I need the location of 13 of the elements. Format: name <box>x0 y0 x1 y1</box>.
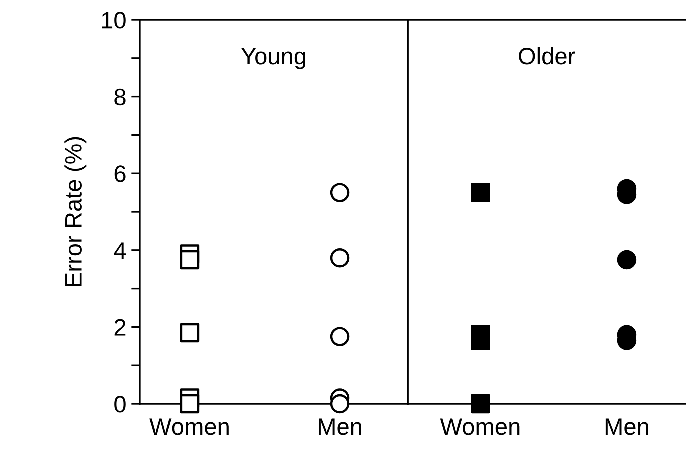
x-tick-label: Women <box>440 418 520 436</box>
y-tick-label: 0 <box>114 396 126 413</box>
x-tick-label: Men <box>319 418 362 436</box>
y-tick-label: 2 <box>114 319 126 336</box>
y-tick-label: 4 <box>114 242 126 259</box>
x-tick-label: Women <box>150 418 229 436</box>
text: Young <box>241 48 306 70</box>
x-tick-label: Men <box>606 418 648 436</box>
text: Older <box>519 47 576 65</box>
y-tick-label: 6 <box>114 166 126 182</box>
y-tick-label: 8 <box>114 88 126 106</box>
y-tick-label: 10 <box>102 12 126 29</box>
y-axis-title: Error Rate (%) <box>64 137 87 286</box>
